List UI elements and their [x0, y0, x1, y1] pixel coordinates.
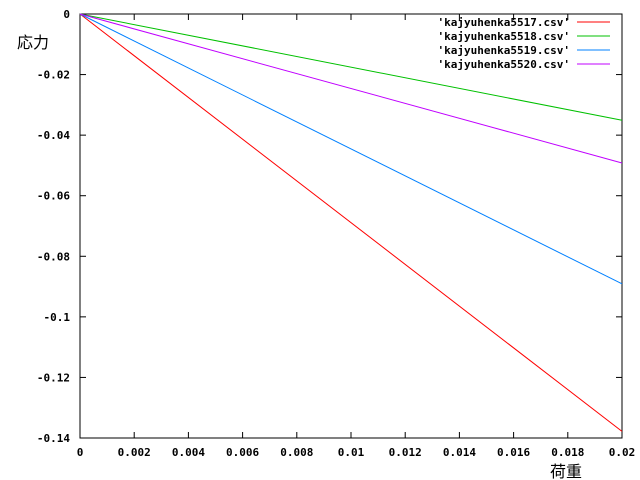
y-tick-label: -0.02 [37, 69, 70, 82]
series-line-4 [79, 13, 623, 164]
legend-label-1: 'kajyuhenka5517.csv' [438, 16, 570, 29]
x-tick-label: 0.012 [389, 446, 422, 459]
x-axis-label: 荷重 [550, 462, 582, 480]
series-lines [79, 13, 623, 432]
y-tick-label: -0.06 [37, 190, 70, 203]
x-tick-label: 0.004 [172, 446, 205, 459]
legend-label-3: 'kajyuhenka5519.csv' [438, 44, 570, 57]
x-tick-label: 0.006 [226, 446, 259, 459]
plot-frame [79, 13, 623, 439]
x-tick-label: 0.016 [497, 446, 530, 459]
x-tick-label: 0 [77, 446, 84, 459]
x-tick-label: 0.014 [443, 446, 476, 459]
y-axis-ticks: 0 -0.02 -0.04 -0.06 -0.08 -0.1 -0.12 -0.14 [37, 8, 622, 445]
series-line-1 [79, 13, 623, 432]
y-tick-label: -0.14 [37, 432, 70, 445]
y-tick-label: -0.1 [44, 311, 71, 324]
x-tick-label: 0.01 [338, 446, 365, 459]
y-tick-label: -0.08 [37, 250, 70, 263]
x-axis-ticks: 0 0.002 0.004 0.006 0.008 0.01 0.012 0.014 0.016… [77, 14, 636, 459]
y-tick-label: 0 [63, 8, 70, 21]
y-tick-label: -0.12 [37, 371, 70, 384]
y-tick-label: -0.04 [37, 129, 70, 142]
legend-label-4: 'kajyuhenka5520.csv' [438, 58, 570, 71]
series-line-2 [79, 13, 623, 121]
series-line-3 [79, 13, 623, 285]
x-tick-label: 0.018 [551, 446, 584, 459]
y-axis-label: 応力 [17, 33, 49, 52]
legend: 'kajyuhenka5517.csv''kajyuhenka5518.csv'… [438, 16, 610, 71]
x-tick-label: 0.008 [280, 446, 313, 459]
x-tick-label: 0.002 [118, 446, 151, 459]
x-tick-label: 0.02 [609, 446, 636, 459]
legend-label-2: 'kajyuhenka5518.csv' [438, 30, 570, 43]
